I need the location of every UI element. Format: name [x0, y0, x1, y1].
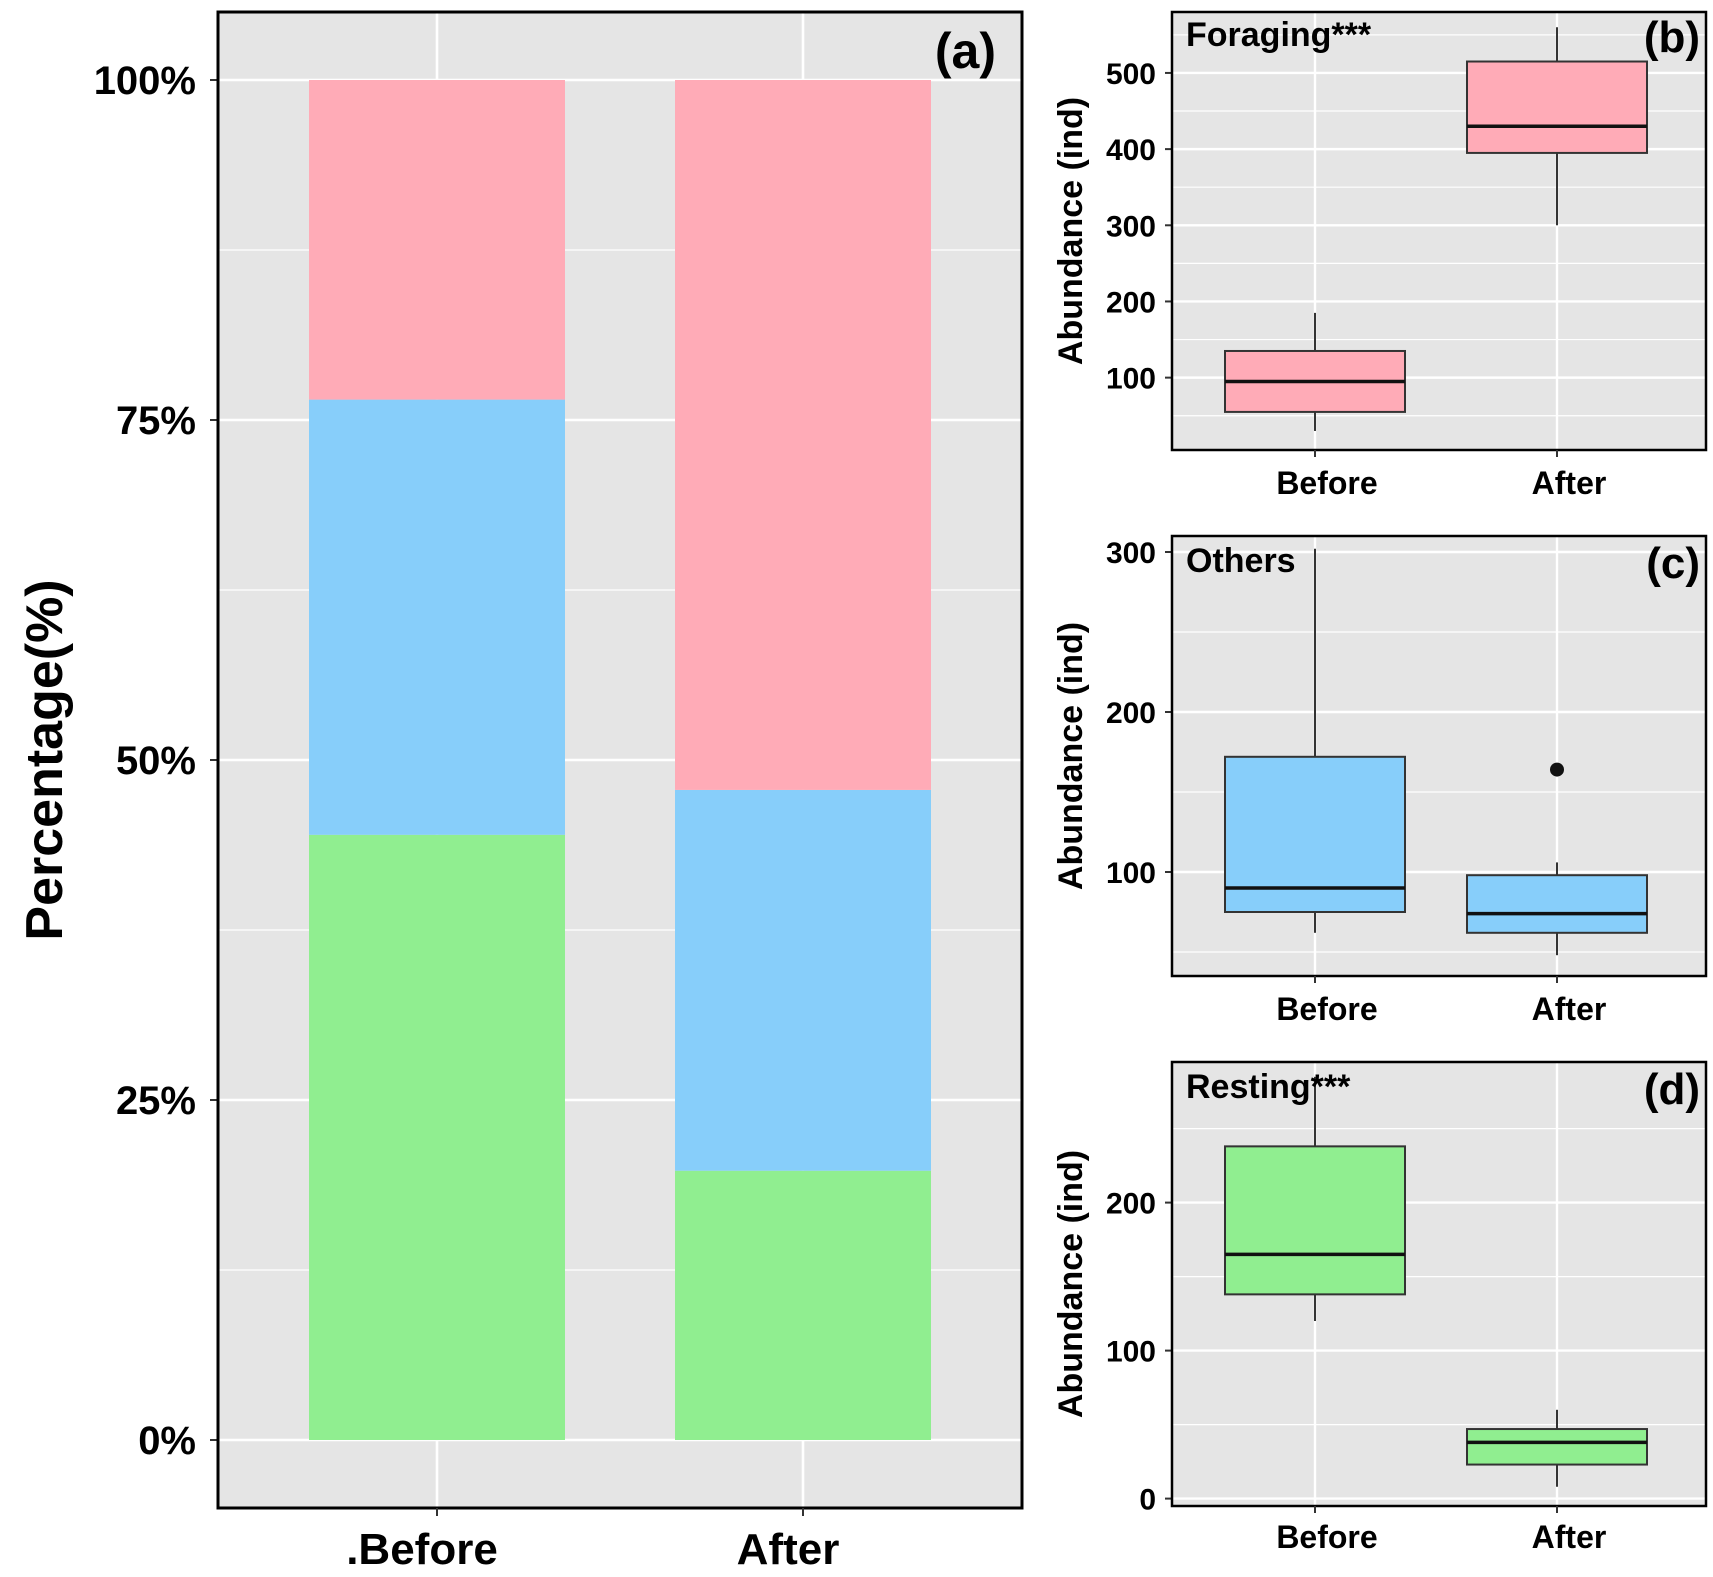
panel-a-y-tick-label: 50%	[116, 739, 196, 783]
panel-d-y-tick-label: 0	[1139, 1484, 1156, 1517]
panel-c-after-outlier	[1550, 762, 1564, 777]
panel-b-after-box	[1466, 60, 1648, 154]
panel-a-y-tick-label: 75%	[116, 399, 196, 443]
panel-a-label: (a)	[935, 23, 996, 79]
panel-a-y-tick-label: 100%	[94, 59, 196, 103]
panel-b-y-tick-label: 400	[1106, 134, 1156, 167]
panel-b-y-axis-title: Abundance (ind)	[1052, 97, 1090, 365]
panel-d-before-box	[1224, 1145, 1406, 1296]
panel-c-y-tick-label: 200	[1106, 697, 1156, 730]
panel-b-y-tick-label: 200	[1106, 286, 1156, 319]
panel-c-y-axis-title: Abundance (ind)	[1052, 622, 1090, 890]
panel-d-x-tick-label: After	[1532, 1519, 1607, 1555]
panel-a-bar-others-before	[309, 399, 565, 835]
panel-b-y-tick-label: 100	[1106, 363, 1156, 396]
panel-d-x-tick-label: Before	[1276, 1519, 1377, 1555]
panel-a-y-axis-title: Percentage(%)	[16, 579, 74, 940]
panel-c-label: (c)	[1646, 539, 1700, 588]
panel-c-title: Others	[1186, 542, 1296, 580]
panel-c-y-tick-label: 300	[1106, 537, 1156, 570]
panel-d-title: Resting***	[1186, 1068, 1351, 1106]
panel-a-bar-resting-after	[675, 1170, 931, 1440]
panel-c-frame	[1170, 534, 1708, 978]
panel-d-label: (d)	[1644, 1065, 1700, 1114]
panel-a-bar-resting-before	[309, 834, 565, 1440]
panel-b-frame	[1170, 10, 1708, 452]
panel-a-y-tick-label: 0%	[138, 1419, 196, 1463]
panel-c-before-box	[1224, 755, 1406, 913]
panel-b-label: (b)	[1644, 13, 1700, 62]
panel-a-y-tick-label: 25%	[116, 1079, 196, 1123]
panel-a-x-tick-label: .Before	[346, 1525, 498, 1574]
panel-a-bar-others-after	[675, 789, 931, 1171]
panel-a-bar-foraging-before	[309, 80, 565, 400]
panel-a-x-tick-label: After	[737, 1525, 840, 1574]
panel-d-frame	[1170, 1060, 1708, 1508]
panel-d-after-box	[1466, 1428, 1648, 1466]
panel-c-x-tick-label: After	[1532, 991, 1607, 1027]
panel-a-bar-foraging-after	[675, 80, 931, 790]
panel-c-after-box	[1466, 874, 1648, 934]
panel-b-y-tick-label: 300	[1106, 210, 1156, 243]
panel-a-frame	[216, 10, 1024, 1510]
panel-d-y-axis-title: Abundance (ind)	[1052, 1150, 1090, 1418]
panel-b-x-tick-label: Before	[1276, 465, 1377, 501]
panel-b-y-tick-label: 500	[1106, 58, 1156, 91]
panel-d-y-tick-label: 200	[1106, 1188, 1156, 1221]
panel-b-x-tick-label: After	[1532, 465, 1607, 501]
panel-d-y-tick-label: 100	[1106, 1336, 1156, 1369]
panel-c-y-tick-label: 100	[1106, 857, 1156, 890]
panel-b-title: Foraging***	[1186, 16, 1372, 54]
panel-c-x-tick-label: Before	[1276, 991, 1377, 1027]
